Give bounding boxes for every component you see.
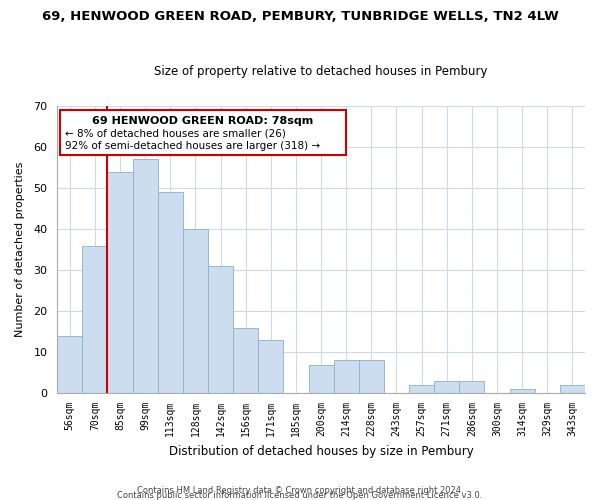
- Bar: [133, 160, 158, 394]
- Bar: [359, 360, 384, 394]
- Bar: [59, 110, 346, 156]
- Bar: [233, 328, 258, 394]
- Bar: [334, 360, 359, 394]
- Bar: [57, 336, 82, 394]
- Bar: [183, 229, 208, 394]
- Title: Size of property relative to detached houses in Pembury: Size of property relative to detached ho…: [154, 66, 488, 78]
- Text: 69 HENWOOD GREEN ROAD: 78sqm: 69 HENWOOD GREEN ROAD: 78sqm: [92, 116, 314, 126]
- Text: Contains HM Land Registry data © Crown copyright and database right 2024.: Contains HM Land Registry data © Crown c…: [137, 486, 463, 495]
- Y-axis label: Number of detached properties: Number of detached properties: [15, 162, 25, 338]
- Bar: [308, 364, 334, 394]
- Text: ← 8% of detached houses are smaller (26): ← 8% of detached houses are smaller (26): [65, 128, 286, 138]
- Text: Contains public sector information licensed under the Open Government Licence v3: Contains public sector information licen…: [118, 491, 482, 500]
- Text: 69, HENWOOD GREEN ROAD, PEMBURY, TUNBRIDGE WELLS, TN2 4LW: 69, HENWOOD GREEN ROAD, PEMBURY, TUNBRID…: [41, 10, 559, 23]
- Bar: [258, 340, 283, 394]
- Text: 92% of semi-detached houses are larger (318) →: 92% of semi-detached houses are larger (…: [65, 141, 320, 151]
- Bar: [434, 381, 460, 394]
- Bar: [409, 385, 434, 394]
- Bar: [509, 389, 535, 394]
- Bar: [107, 172, 133, 394]
- Bar: [208, 266, 233, 394]
- Bar: [82, 246, 107, 394]
- Bar: [158, 192, 183, 394]
- X-axis label: Distribution of detached houses by size in Pembury: Distribution of detached houses by size …: [169, 444, 473, 458]
- Bar: [460, 381, 484, 394]
- Bar: [560, 385, 585, 394]
